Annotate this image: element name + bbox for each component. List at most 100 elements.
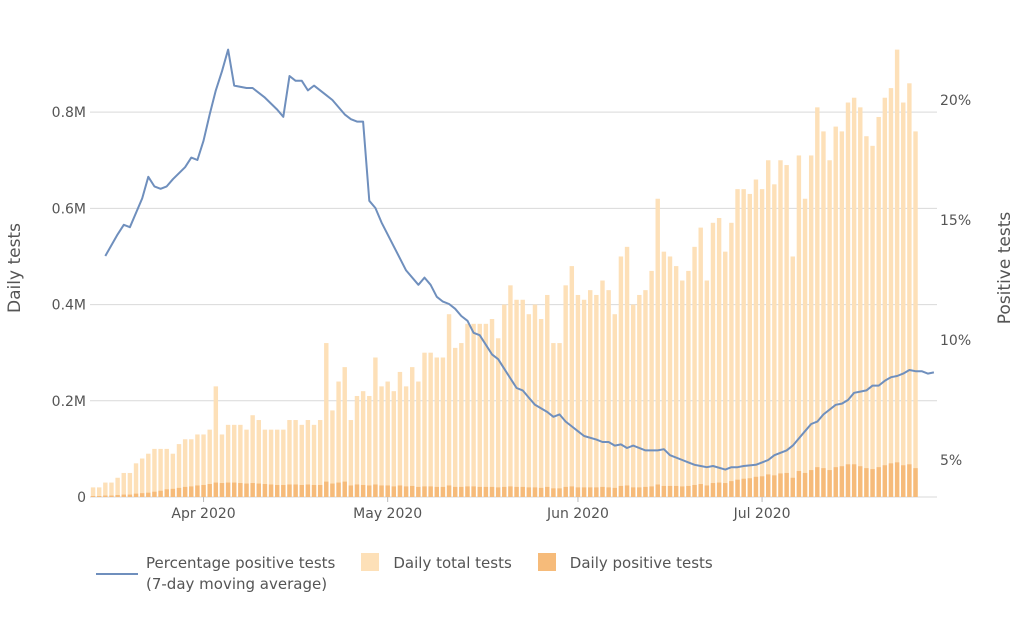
- total-tests-bar: [225, 424, 231, 497]
- total-tests-bar: [403, 386, 409, 497]
- total-tests-bar: [293, 420, 298, 497]
- positive-tests-bar: [256, 483, 261, 497]
- positive-tests-bar: [440, 486, 446, 497]
- total-tests-bar: [317, 420, 323, 497]
- total-tests-bar: [557, 343, 562, 497]
- total-tests-bar: [170, 453, 176, 497]
- total-tests-bar: [704, 280, 710, 497]
- total-tests-bar: [158, 448, 163, 497]
- total-tests-bar: [673, 266, 679, 497]
- positive-tests-bar: [127, 494, 133, 497]
- total-tests-bar: [213, 386, 219, 497]
- total-tests-bar: [796, 155, 802, 497]
- positive-tests-bar: [686, 485, 691, 497]
- y-axis-left-title: Daily tests: [5, 223, 25, 313]
- daily-positive-tests-bars: [90, 462, 918, 497]
- positive-tests-bar: [250, 483, 255, 497]
- positive-tests-bar: [894, 462, 900, 497]
- positive-tests-bar: [238, 483, 243, 497]
- total-tests-bar: [459, 343, 464, 497]
- total-tests-bar: [747, 193, 753, 498]
- total-tests-bar: [876, 116, 881, 498]
- total-tests-bar: [735, 189, 740, 497]
- total-tests-bar: [594, 294, 599, 497]
- daily-total-tests-bars: [90, 49, 918, 498]
- total-tests-bar: [274, 429, 280, 497]
- positive-tests-bar: [446, 485, 452, 497]
- total-tests-bar: [139, 458, 145, 497]
- positive-tests-bar: [729, 481, 734, 497]
- total-tests-bar: [410, 367, 415, 497]
- positive-tests-bar: [612, 487, 617, 497]
- positive-tests-bar: [563, 486, 568, 497]
- positive-tests-bar: [569, 486, 575, 497]
- total-tests-bar: [397, 371, 403, 497]
- positive-tests-bar: [471, 486, 476, 497]
- positive-tests-bar: [833, 467, 838, 497]
- positive-tests-bar: [139, 493, 145, 497]
- total-tests-bar: [581, 299, 587, 497]
- positive-tests-bar: [195, 485, 200, 497]
- total-tests-bar: [710, 222, 716, 498]
- total-tests-bar: [232, 424, 237, 497]
- total-tests-bar: [121, 472, 126, 497]
- legend-swatch-positive: [537, 553, 556, 571]
- positive-tests-bar: [385, 485, 390, 497]
- total-tests-bar: [649, 270, 654, 497]
- legend-item-positive-tests[interactable]: Daily positive tests: [537, 553, 713, 595]
- positive-tests-bar: [520, 486, 525, 497]
- positive-tests-bar: [201, 484, 206, 497]
- legend-item-positive-rate[interactable]: Percentage positive tests (7-day moving …: [96, 553, 335, 595]
- positive-tests-bar: [213, 482, 219, 497]
- positive-tests-bar: [600, 486, 605, 497]
- positive-tests-bar: [815, 467, 820, 497]
- positive-tests-bar: [545, 486, 550, 497]
- positive-tests-bar: [109, 495, 114, 497]
- total-tests-bar: [882, 97, 888, 497]
- positive-tests-bar: [778, 473, 783, 497]
- total-tests-bar: [115, 477, 120, 497]
- total-tests-bar: [901, 102, 906, 498]
- positive-tests-bar: [262, 484, 268, 497]
- positive-tests-bar: [274, 484, 280, 497]
- total-tests-bar: [729, 222, 734, 498]
- positive-tests-bar: [219, 483, 225, 497]
- positive-tests-bar: [864, 468, 869, 497]
- positive-tests-bar: [759, 476, 765, 497]
- positive-tests-bar: [287, 484, 292, 497]
- positive-tests-bar: [403, 486, 409, 497]
- total-tests-bar: [845, 102, 851, 498]
- positive-tests-bar: [96, 496, 102, 497]
- y-left-tick-label: 0: [77, 490, 86, 506]
- total-tests-bar: [250, 415, 255, 497]
- positive-tests-bar: [268, 484, 274, 497]
- positive-tests-bar: [538, 487, 544, 497]
- positive-tests-bar: [735, 479, 740, 497]
- total-tests-bar: [440, 357, 446, 497]
- x-tick-label: Apr 2020: [171, 506, 235, 522]
- positive-tests-bar: [360, 484, 366, 497]
- positive-tests-bar: [305, 484, 311, 497]
- total-tests-bar: [502, 304, 507, 497]
- total-tests-bar: [630, 304, 636, 497]
- total-tests-bar: [766, 160, 771, 497]
- positive-tests-bar: [422, 486, 427, 497]
- positive-tests-bar: [680, 486, 685, 497]
- positive-tests-bar: [858, 466, 863, 497]
- total-tests-bar: [815, 107, 820, 498]
- total-tests-bar: [495, 338, 501, 497]
- percentage-positive-line: [104, 48, 935, 471]
- total-tests-bar: [452, 347, 458, 497]
- positive-tests-bar: [710, 483, 716, 497]
- total-tests-bar: [195, 434, 200, 497]
- total-tests-bar: [360, 391, 366, 497]
- total-tests-bar: [569, 266, 575, 497]
- legend-item-total-tests[interactable]: Daily total tests: [361, 553, 512, 595]
- total-tests-bar: [741, 189, 746, 497]
- total-tests-bar: [391, 391, 397, 497]
- positive-tests-bar: [772, 475, 777, 497]
- total-tests-bar: [133, 463, 139, 497]
- total-tests-bar: [176, 444, 182, 497]
- positive-tests-bar: [367, 485, 372, 497]
- total-tests-bar: [354, 395, 360, 497]
